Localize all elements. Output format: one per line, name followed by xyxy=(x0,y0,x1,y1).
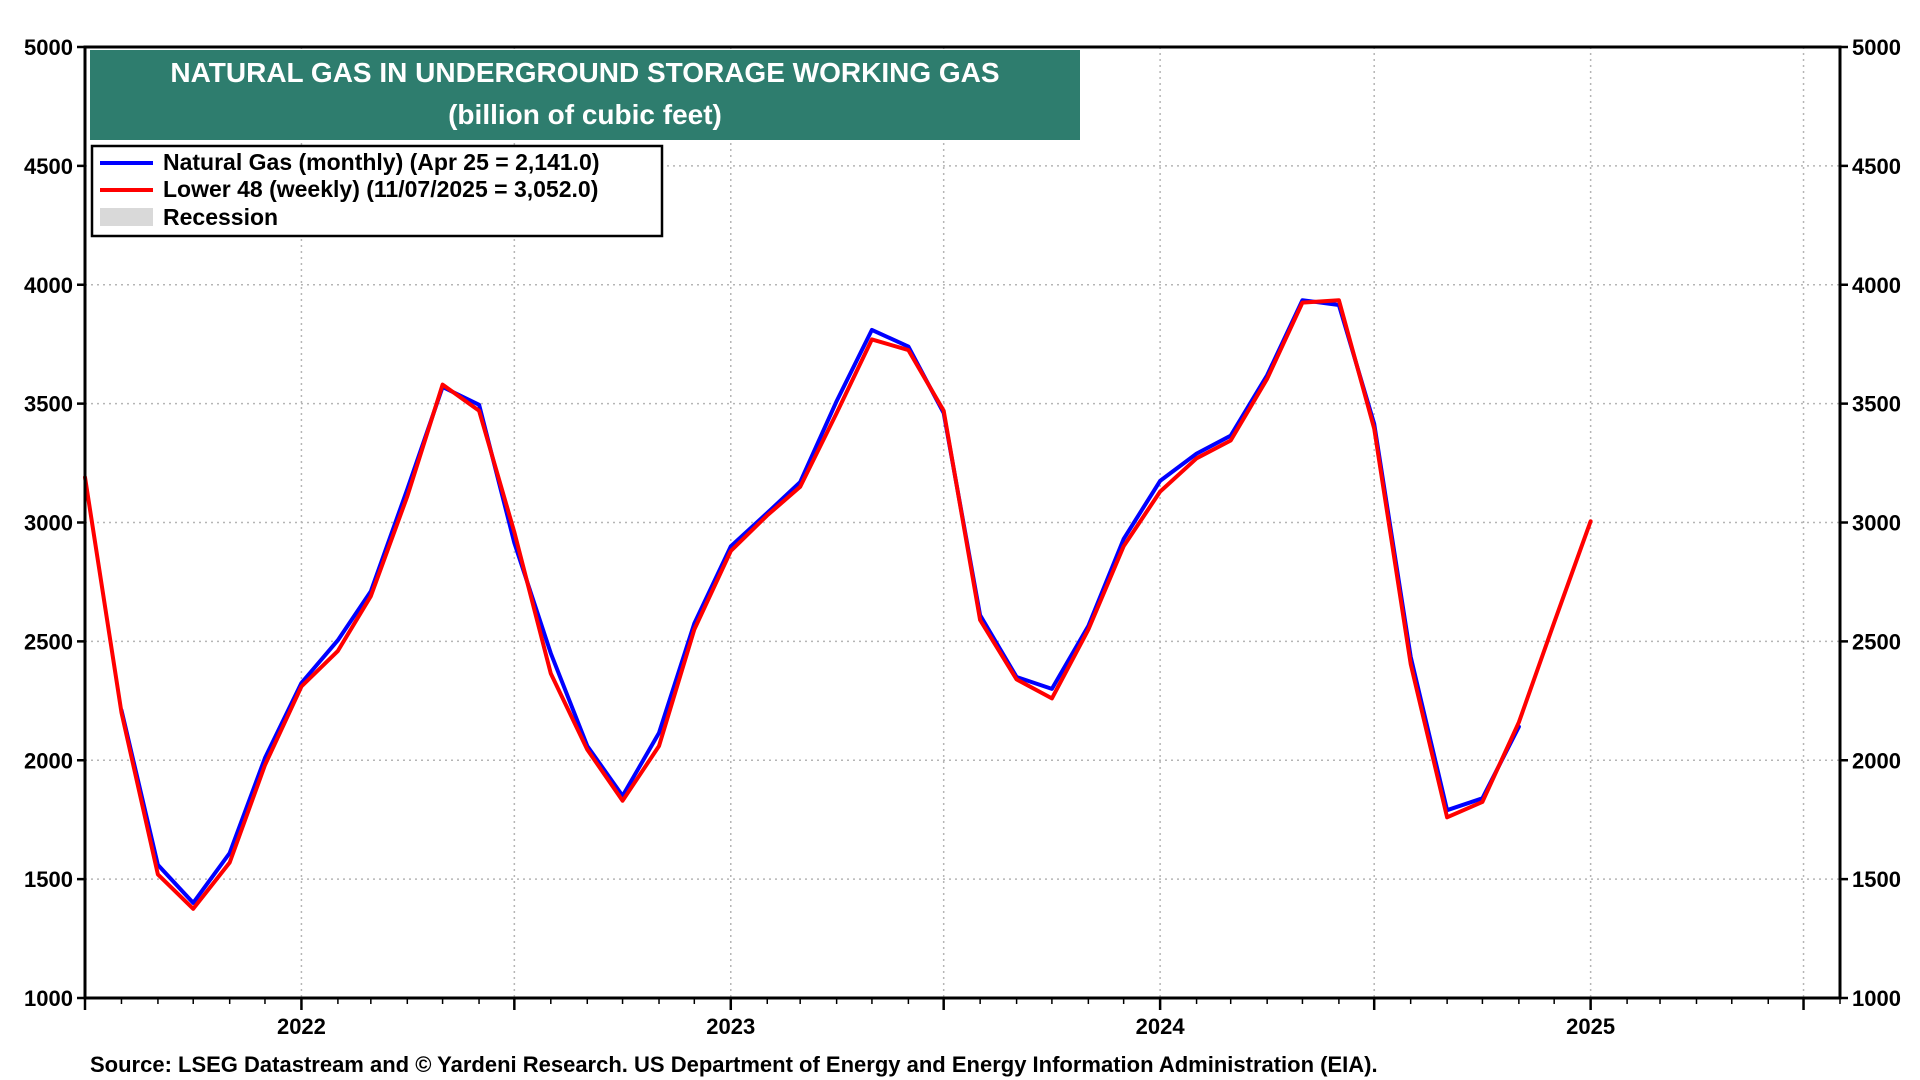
legend-label-natural-gas: Natural Gas (monthly) (Apr 25 = 2,141.0) xyxy=(163,149,600,175)
series-line-natural-gas xyxy=(119,298,1521,905)
y-axis-right: 1000 1500 2000 2500 3000 3500 4000 4500 5000 xyxy=(1852,35,1901,1011)
y-tick-label-right: 3500 xyxy=(1852,392,1901,417)
y-tick-label-left: 4500 xyxy=(24,154,73,179)
axis-ticks xyxy=(77,45,1848,1010)
y-tick-label-left: 2500 xyxy=(24,629,73,654)
y-tick-label-right: 1000 xyxy=(1852,986,1901,1011)
x-axis: 2022 2023 2024 2025 xyxy=(277,1014,1615,1039)
x-tick-label: 2025 xyxy=(1566,1014,1615,1039)
y-tick-label-left: 2000 xyxy=(24,748,73,773)
series-line-lower-48 xyxy=(83,298,1593,911)
y-tick-label-right: 3000 xyxy=(1852,511,1901,536)
legend: Natural Gas (monthly) (Apr 25 = 2,141.0)… xyxy=(90,144,664,238)
y-tick-label-right: 2500 xyxy=(1852,629,1901,654)
title-background xyxy=(90,50,1080,140)
y-tick-label-left: 1500 xyxy=(24,867,73,892)
legend-label-lower-48: Lower 48 (weekly) (11/07/2025 = 3,052.0) xyxy=(163,176,598,202)
source-note: Source: LSEG Datastream and © Yardeni Re… xyxy=(90,1052,1378,1077)
chart-title: NATURAL GAS IN UNDERGROUND STORAGE WORKI… xyxy=(170,57,999,88)
y-tick-label-right: 5000 xyxy=(1852,35,1901,60)
legend-swatch-recession xyxy=(100,208,153,226)
y-tick-label-left: 5000 xyxy=(24,35,73,60)
x-tick-label: 2023 xyxy=(706,1014,755,1039)
legend-label-recession: Recession xyxy=(163,204,278,230)
chart-subtitle: (billion of cubic feet) xyxy=(448,99,722,130)
y-tick-label-left: 4000 xyxy=(24,273,73,298)
y-tick-label-left: 1000 xyxy=(24,986,73,1011)
legend-box xyxy=(90,144,664,238)
y-axis-left: 1000 1500 2000 2500 3000 3500 4000 4500 5000 xyxy=(24,35,73,1011)
y-tick-label-left: 3500 xyxy=(24,392,73,417)
x-tick-label: 2024 xyxy=(1136,1014,1186,1039)
series-lines xyxy=(83,298,1593,911)
y-tick-label-right: 1500 xyxy=(1852,867,1901,892)
x-tick-label: 2022 xyxy=(277,1014,326,1039)
title-box: NATURAL GAS IN UNDERGROUND STORAGE WORKI… xyxy=(90,50,1080,140)
y-tick-label-right: 2000 xyxy=(1852,748,1901,773)
y-tick-label-right: 4500 xyxy=(1852,154,1901,179)
y-tick-label-right: 4000 xyxy=(1852,273,1901,298)
y-tick-label-left: 3000 xyxy=(24,511,73,536)
